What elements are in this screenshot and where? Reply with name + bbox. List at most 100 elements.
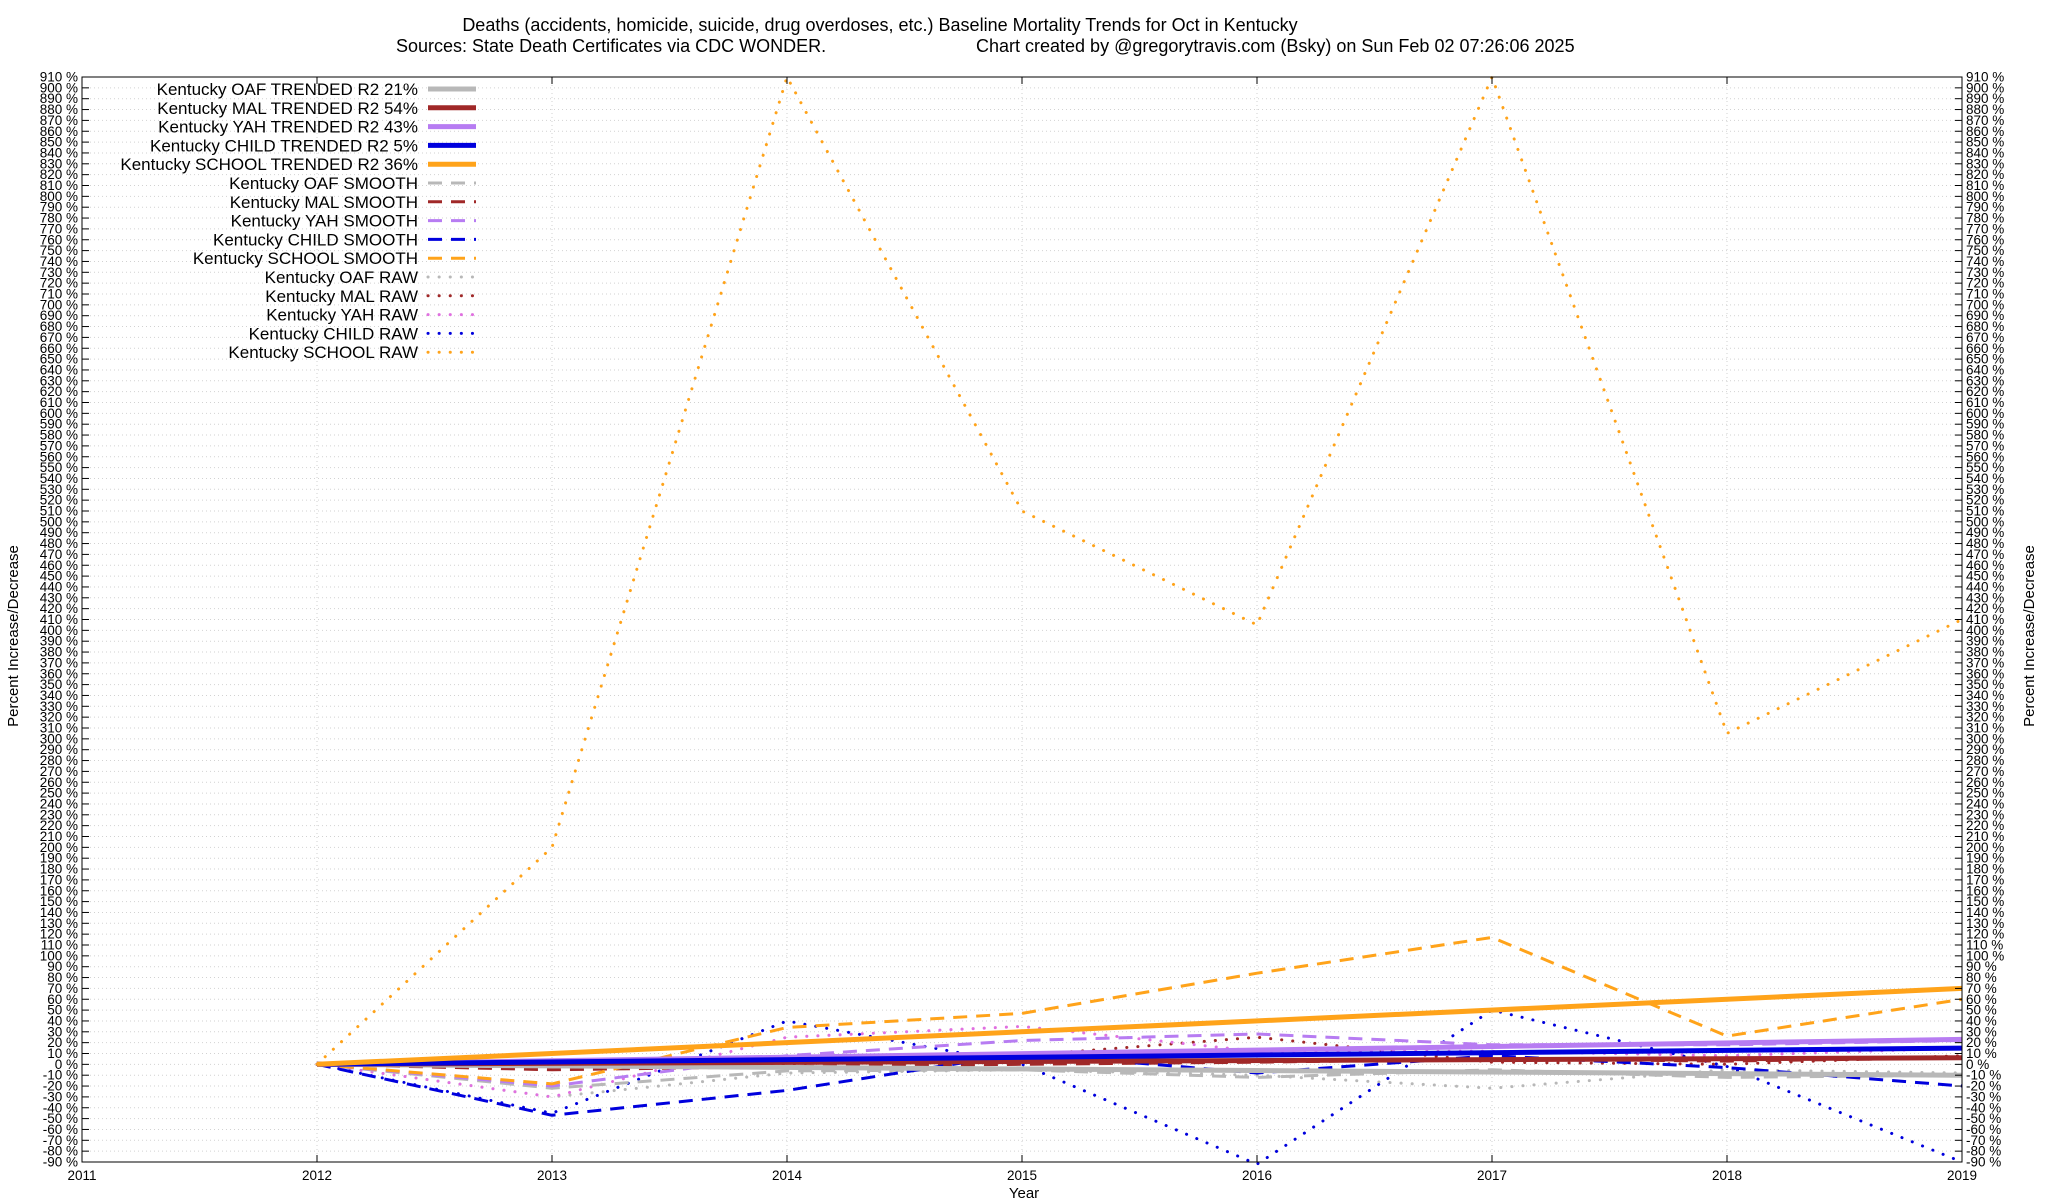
legend-label: Kentucky OAF RAW: [265, 268, 418, 287]
y-tick-label-left: 570 %: [40, 438, 78, 453]
y-tick-label-right: -60 %: [1966, 1122, 2001, 1137]
y-tick-label-left: 410 %: [40, 612, 78, 627]
y-tick-label-left: 140 %: [40, 905, 78, 920]
y-tick-label-right: 230 %: [1966, 807, 2004, 822]
y-tick-label-left: 370 %: [40, 655, 78, 670]
y-tick-label-right: 350 %: [1966, 677, 2004, 692]
y-tick-label-right: 560 %: [1966, 449, 2004, 464]
legend-label: Kentucky YAH SMOOTH: [231, 212, 418, 231]
y-tick-label-left: 320 %: [40, 710, 78, 725]
legend: Kentucky OAF TRENDED R2 21%Kentucky MAL …: [120, 80, 478, 362]
y-tick-label-right: 610 %: [1966, 395, 2004, 410]
x-tick-label: 2011: [67, 1168, 96, 1183]
y-tick-label-right: 820 %: [1966, 167, 2004, 182]
y-tick-label-right: 170 %: [1966, 872, 2004, 887]
x-tick-label: 2012: [302, 1168, 332, 1183]
y-tick-label-left: 170 %: [40, 872, 78, 887]
y-tick-label-left: 510 %: [40, 504, 78, 519]
legend-label: Kentucky CHILD RAW: [249, 324, 418, 343]
y-tick-label-left: 20 %: [47, 1035, 78, 1050]
y-tick-label-right: 440 %: [1966, 579, 2004, 594]
x-axis-label: Year: [1009, 1185, 1039, 1200]
y-tick-label-right: 720 %: [1966, 276, 2004, 291]
y-tick-label-right: 810 %: [1966, 178, 2004, 193]
y-tick-label-left: 690 %: [40, 308, 78, 323]
y-tick-label-left: 540 %: [40, 471, 78, 486]
y-tick-label-left: 890 %: [40, 91, 78, 106]
legend-label: Kentucky MAL RAW: [265, 287, 418, 306]
y-tick-label-right: 280 %: [1966, 753, 2004, 768]
y-tick-label-right: 380 %: [1966, 645, 2004, 660]
y-tick-label-right: 700 %: [1966, 297, 2004, 312]
y-tick-label-left: 760 %: [40, 232, 78, 247]
y-tick-label-right: 870 %: [1966, 113, 2004, 128]
y-tick-label-right: 860 %: [1966, 124, 2004, 139]
y-tick-label-right: 580 %: [1966, 428, 2004, 443]
y-tick-label-left: 400 %: [40, 623, 78, 638]
y-tick-label-left: 750 %: [40, 243, 78, 258]
y-axis-label-right: Percent Increase/Decrease: [2021, 545, 2038, 727]
y-tick-label-right: 20 %: [1966, 1035, 1997, 1050]
x-tick-label: 2014: [772, 1168, 803, 1183]
y-tick-label-right: 10 %: [1966, 1046, 1997, 1061]
y-tick-label-right: 900 %: [1966, 80, 2004, 95]
y-tick-label-left: 340 %: [40, 688, 78, 703]
y-tick-label-right: 180 %: [1966, 862, 2004, 877]
y-tick-label-right: -70 %: [1966, 1133, 2001, 1148]
y-tick-label-left: 350 %: [40, 677, 78, 692]
y-tick-label-left: 480 %: [40, 536, 78, 551]
y-tick-label-left: 240 %: [40, 796, 78, 811]
y-tick-label-left: 600 %: [40, 406, 78, 421]
y-tick-label-left: 380 %: [40, 645, 78, 660]
y-tick-label-right: 760 %: [1966, 232, 2004, 247]
x-tick-label: 2013: [537, 1168, 567, 1183]
y-tick-label-right: 660 %: [1966, 341, 2004, 356]
y-tick-label-left: 670 %: [40, 330, 78, 345]
x-tick-label: 2016: [1242, 1168, 1272, 1183]
y-tick-label-right: 290 %: [1966, 742, 2004, 757]
y-tick-label-left: 10 %: [47, 1046, 78, 1061]
x-tick-label: 2015: [1007, 1168, 1037, 1183]
y-tick-label-left: 730 %: [40, 265, 78, 280]
y-tick-label-right: 640 %: [1966, 362, 2004, 377]
y-tick-label-right: 850 %: [1966, 135, 2004, 150]
y-tick-label-right: 80 %: [1966, 970, 1997, 985]
y-tick-label-right: 530 %: [1966, 482, 2004, 497]
y-tick-label-left: 800 %: [40, 189, 78, 204]
y-tick-label-left: 120 %: [40, 927, 78, 942]
y-tick-label-left: -70 %: [43, 1133, 78, 1148]
grid-layer: [81, 76, 1963, 1163]
y-tick-label-right: 220 %: [1966, 818, 2004, 833]
y-tick-label-left: 780 %: [40, 211, 78, 226]
legend-label: Kentucky SCHOOL TRENDED R2 36%: [120, 155, 418, 174]
series-line-kentucky-child-trended-r2-5: [316, 1045, 1963, 1067]
y-tick-label-left: 430 %: [40, 590, 78, 605]
x-tick-label: 2019: [1947, 1168, 1977, 1183]
y-tick-label-left: 700 %: [40, 297, 78, 312]
y-tick-label-left: -30 %: [43, 1089, 78, 1104]
y-tick-label-right: 670 %: [1966, 330, 2004, 345]
y-tick-label-right: 500 %: [1966, 514, 2004, 529]
legend-label: Kentucky CHILD SMOOTH: [213, 230, 418, 249]
y-tick-label-left: 630 %: [40, 373, 78, 388]
y-tick-label-left: 710 %: [40, 287, 78, 302]
y-tick-label-right: 260 %: [1966, 775, 2004, 790]
y-tick-label-right: 890 %: [1966, 91, 2004, 106]
y-tick-label-right: 540 %: [1966, 471, 2004, 486]
y-tick-label-left: 500 %: [40, 514, 78, 529]
y-tick-label-left: 310 %: [40, 721, 78, 736]
y-tick-label-left: 470 %: [40, 547, 78, 562]
y-tick-label-left: 280 %: [40, 753, 78, 768]
y-tick-label-left: 560 %: [40, 449, 78, 464]
y-tick-label-right: 120 %: [1966, 927, 2004, 942]
y-tick-label-left: 420 %: [40, 601, 78, 616]
y-tick-label-left: 390 %: [40, 634, 78, 649]
y-tick-label-left: 440 %: [40, 579, 78, 594]
y-tick-label-right: 160 %: [1966, 883, 2004, 898]
y-tick-label-left: 300 %: [40, 731, 78, 746]
y-tick-label-right: 190 %: [1966, 851, 2004, 866]
y-tick-label-left: 330 %: [40, 699, 78, 714]
y-tick-label-right: -30 %: [1966, 1089, 2001, 1104]
chart-subtitle-source: Sources: State Death Certificates via CD…: [396, 36, 826, 56]
y-tick-label-right: 680 %: [1966, 319, 2004, 334]
